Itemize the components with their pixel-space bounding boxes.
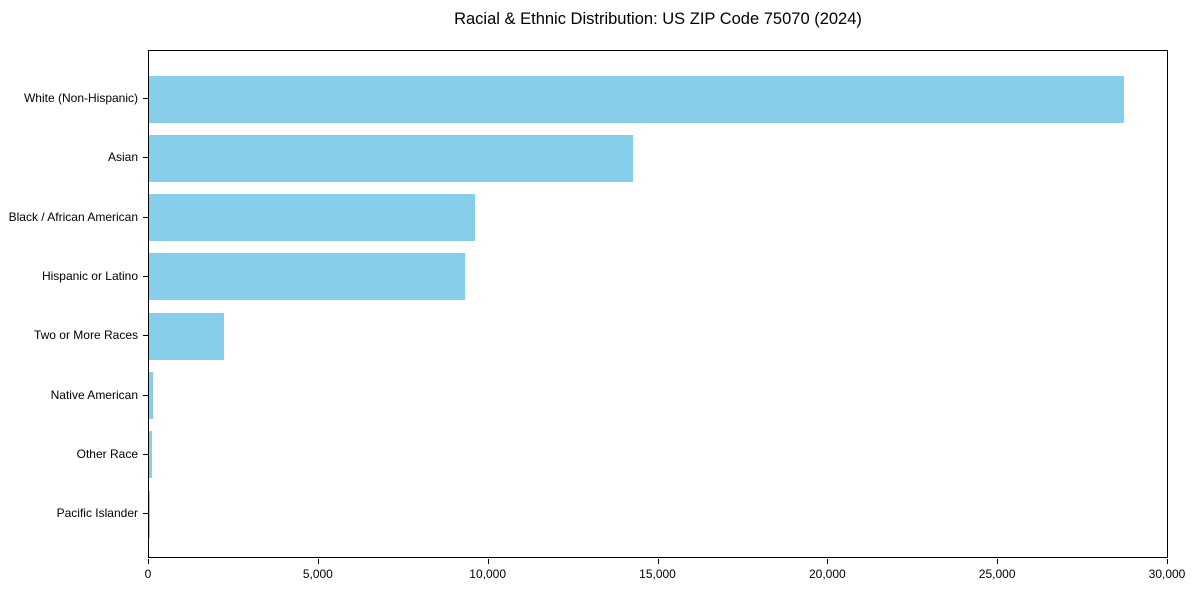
bar xyxy=(149,490,150,538)
x-tick-label: 5,000 xyxy=(302,567,333,581)
chart-title: Racial & Ethnic Distribution: US ZIP Cod… xyxy=(454,10,862,28)
x-tick xyxy=(1167,559,1168,564)
x-tick-label: 25,000 xyxy=(978,567,1016,581)
x-tick xyxy=(317,559,319,564)
y-tick xyxy=(143,275,148,277)
y-axis-label: Two or More Races xyxy=(33,328,138,343)
bar xyxy=(149,194,476,242)
y-axis-label: Hispanic or Latino xyxy=(41,268,138,283)
y-tick xyxy=(143,513,148,515)
x-tick-label: 30,000 xyxy=(1148,567,1186,581)
y-tick xyxy=(143,394,148,396)
y-axis-label: Pacific Islander xyxy=(56,506,138,521)
y-axis-label: White (Non-Hispanic) xyxy=(23,91,138,105)
y-axis-label: Asian xyxy=(107,150,138,165)
y-axis-label: Black / African American xyxy=(8,209,138,224)
bar xyxy=(149,134,634,182)
bar xyxy=(149,312,224,360)
x-tick-label: 10,000 xyxy=(469,567,507,581)
y-axis-label: Native American xyxy=(50,387,138,402)
x-tick-label: 15,000 xyxy=(639,567,676,581)
x-tick xyxy=(997,559,999,564)
y-tick xyxy=(143,335,148,337)
y-axis-labels: White (Non-Hispanic) Asian Black / African… xyxy=(0,50,138,558)
x-axis: 0 5,000 10,000 15,000 20,000 25,000 30,000 xyxy=(144,558,1185,598)
y-tick xyxy=(143,157,148,159)
x-tick xyxy=(148,559,149,564)
plot-area xyxy=(148,50,1168,558)
y-tick xyxy=(143,98,148,99)
y-tick xyxy=(143,453,148,455)
x-tick-label: 0 xyxy=(144,567,152,581)
y-tick xyxy=(143,216,148,218)
bar xyxy=(149,372,154,419)
y-axis-label: Other Race xyxy=(76,446,138,461)
bar xyxy=(149,75,1124,123)
bar xyxy=(149,253,465,301)
bar xyxy=(149,431,153,479)
x-tick xyxy=(487,559,489,564)
x-tick xyxy=(657,559,659,564)
x-tick xyxy=(827,559,829,564)
x-tick-label: 20,000 xyxy=(808,567,846,581)
